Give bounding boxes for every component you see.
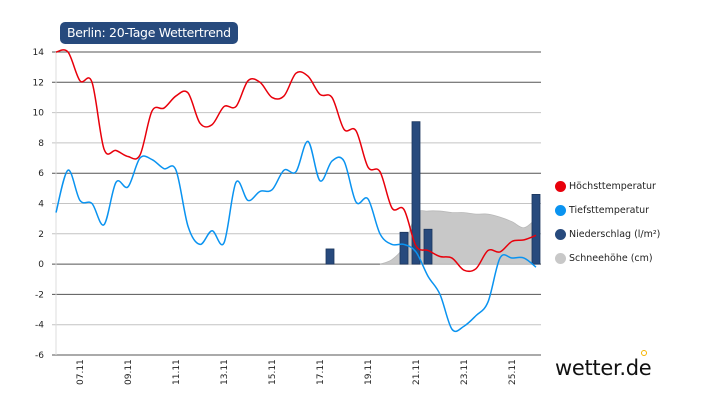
legend-item-precipitation[interactable]: Niederschlag (l/m²) xyxy=(555,222,660,246)
legend-label: Höchsttemperatur xyxy=(569,180,656,192)
legend-item-high[interactable]: Höchsttemperatur xyxy=(555,174,660,198)
x-tick-label: 17.11 xyxy=(316,359,326,385)
y-tick-label: -4 xyxy=(35,321,44,331)
precipitation-bar xyxy=(423,228,433,265)
precipitation-bar xyxy=(325,248,335,265)
legend-label: Tiefsttemperatur xyxy=(569,204,650,216)
wetter-de-logo: wetter.de xyxy=(555,356,652,380)
x-tick-label: 23.11 xyxy=(460,359,470,385)
y-tick-label: 14 xyxy=(33,48,45,58)
precipitation-bar xyxy=(411,121,421,265)
legend-swatch xyxy=(555,252,566,264)
y-tick-label: -2 xyxy=(35,290,44,300)
legend-swatch xyxy=(555,204,566,216)
y-tick-label: 10 xyxy=(33,109,45,119)
precipitation-bar xyxy=(531,194,541,265)
legend-label: Schneehöhe (cm) xyxy=(569,252,653,264)
y-tick-label: 2 xyxy=(38,230,44,240)
legend-label: Niederschlag (l/m²) xyxy=(569,228,661,240)
y-tick-label: 4 xyxy=(38,200,44,210)
low-temperature-line xyxy=(55,140,537,333)
x-tick-label: 11.11 xyxy=(172,359,182,385)
x-tick-label: 13.11 xyxy=(220,359,230,385)
legend-swatch xyxy=(555,228,566,240)
x-tick-label: 19.11 xyxy=(364,359,374,385)
y-tick-label: -6 xyxy=(35,351,44,361)
y-tick-label: 6 xyxy=(38,169,44,179)
x-tick-label: 25.11 xyxy=(508,359,518,385)
chart-title: Berlin: 20-Tage Wettertrend xyxy=(60,22,238,44)
precipitation-bar xyxy=(399,231,409,265)
x-tick-label: 15.11 xyxy=(268,359,278,385)
legend: Höchsttemperatur Tiefsttemperatur Nieder… xyxy=(555,174,660,270)
x-tick-label: 21.11 xyxy=(412,359,422,385)
x-tick-label: 09.11 xyxy=(124,359,134,385)
logo-dot-icon xyxy=(641,350,647,356)
high-temperature-line xyxy=(55,49,537,273)
legend-item-snow[interactable]: Schneehöhe (cm) xyxy=(555,246,660,270)
x-tick-label: 07.11 xyxy=(76,359,86,385)
legend-item-low[interactable]: Tiefsttemperatur xyxy=(555,198,660,222)
y-tick-label: 0 xyxy=(38,260,44,270)
legend-swatch xyxy=(555,180,566,192)
y-tick-label: 8 xyxy=(38,139,44,149)
y-tick-label: 12 xyxy=(33,78,44,88)
